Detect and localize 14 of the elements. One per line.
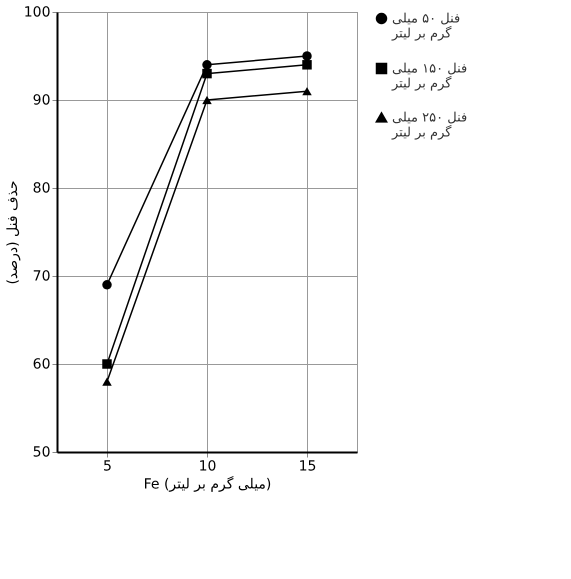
- y-tick-label: 90: [32, 92, 50, 108]
- y-axis-title: حذف فنل (درصد): [4, 180, 21, 285]
- legend-label: فنل ۲۵۰ میلی گرم بر لیتر: [391, 110, 468, 140]
- y-tick-label: 50: [32, 444, 50, 460]
- legend-label: فنل ۱۵۰ میلی گرم بر لیتر: [391, 62, 468, 92]
- x-tick-label: 10: [198, 458, 216, 474]
- y-tick-label: 70: [32, 268, 50, 284]
- y-tick-label: 100: [24, 4, 50, 20]
- y-tick-label: 80: [32, 180, 50, 196]
- y-tick-label: 60: [32, 356, 50, 372]
- legend-label: فنل ۵۰ میلی گرم بر لیتر: [391, 12, 460, 42]
- x-tick-label: 15: [298, 458, 316, 474]
- x-axis-title: Fe (میلی گرم بر لیتر): [144, 476, 272, 492]
- x-tick-label: 5: [103, 458, 112, 474]
